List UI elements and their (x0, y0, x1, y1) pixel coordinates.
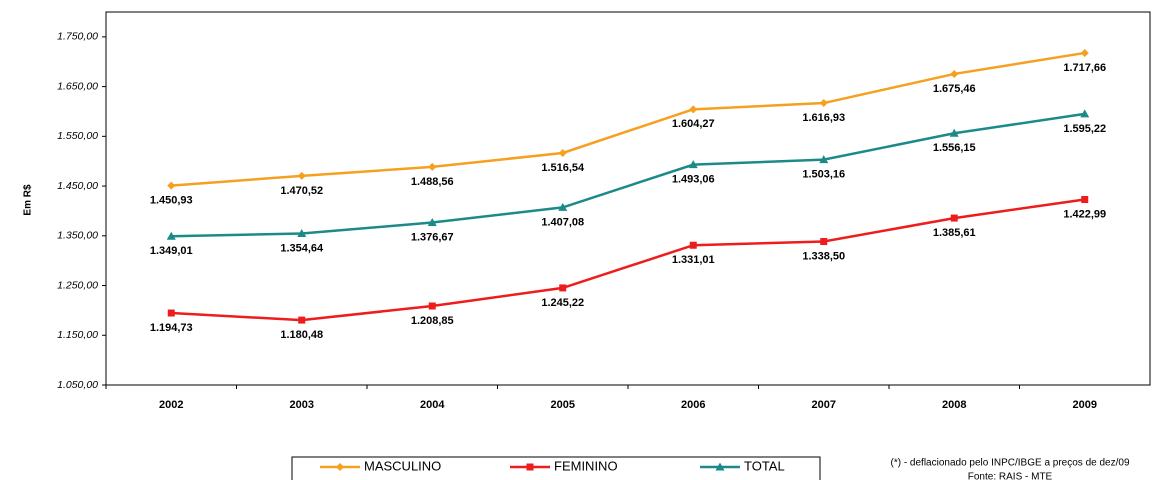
legend-marker (336, 463, 344, 471)
data-point (559, 284, 567, 292)
value-label: 1.470,52 (280, 185, 323, 197)
x-tick-label: 2009 (1073, 399, 1097, 411)
x-tick-label: 2008 (942, 399, 966, 411)
x-tick-label: 2003 (290, 399, 314, 411)
data-point (297, 228, 307, 237)
series-line (171, 112, 1085, 238)
data-point (1080, 109, 1090, 118)
y-axis-label: Em R$ (23, 184, 34, 216)
data-point (950, 214, 958, 222)
series-line (171, 198, 1085, 322)
legend-marker (526, 463, 534, 471)
value-label: 1.194,73 (150, 322, 193, 334)
y-tick-label: 1.650,00 (57, 80, 98, 92)
value-label: 1.407,08 (541, 216, 584, 228)
legend-label: FEMININO (554, 458, 618, 473)
data-point (166, 231, 176, 240)
x-tick-label: 2005 (551, 399, 575, 411)
value-label: 1.354,64 (280, 242, 324, 254)
data-point (428, 302, 436, 310)
value-label: 1.338,50 (802, 250, 845, 262)
legend-label: TOTAL (744, 458, 785, 473)
value-label: 1.422,99 (1063, 208, 1106, 220)
y-tick-label: 1.150,00 (57, 329, 98, 341)
y-tick-label: 1.350,00 (57, 230, 98, 242)
value-label: 1.349,01 (150, 245, 193, 257)
data-point (1081, 195, 1089, 203)
value-label: 1.376,67 (411, 231, 454, 243)
value-label: 1.616,93 (802, 112, 845, 124)
value-label: 1.595,22 (1063, 123, 1106, 135)
y-tick-label: 1.050,00 (57, 379, 98, 391)
value-label: 1.488,56 (411, 176, 454, 188)
value-label: 1.180,48 (280, 329, 323, 341)
data-point (689, 105, 698, 114)
x-tick-label: 2006 (681, 399, 705, 411)
value-label: 1.717,66 (1063, 62, 1106, 74)
y-tick-label: 1.450,00 (57, 180, 98, 192)
value-label: 1.503,16 (802, 169, 845, 181)
y-tick-label: 1.750,00 (57, 31, 98, 43)
data-point (949, 128, 959, 137)
data-point (298, 316, 306, 324)
data-point (1080, 48, 1089, 57)
series-line (171, 51, 1085, 187)
data-point (428, 162, 437, 171)
x-tick-label: 2004 (420, 399, 445, 411)
y-tick-label: 1.250,00 (57, 279, 98, 291)
footnote: (*) - deflacionado pelo INPC/IBGE a preç… (890, 458, 1129, 469)
data-point (689, 241, 697, 249)
data-point (688, 160, 698, 169)
value-label: 1.675,46 (933, 83, 976, 95)
value-label: 1.516,54 (541, 162, 585, 174)
value-label: 1.604,27 (672, 118, 715, 130)
data-point (427, 218, 437, 227)
x-tick-label: 2007 (812, 399, 836, 411)
value-label: 1.385,61 (933, 227, 976, 239)
footnote: Fonte: RAIS - MTE (968, 472, 1053, 480)
data-point (297, 171, 306, 180)
data-point (819, 99, 828, 108)
value-label: 1.556,15 (933, 142, 976, 154)
data-point (819, 155, 829, 164)
legend-marker (715, 462, 725, 471)
value-label: 1.245,22 (541, 297, 584, 309)
data-point (950, 69, 959, 78)
data-point (558, 202, 568, 211)
value-label: 1.493,06 (672, 174, 715, 186)
data-point (820, 238, 828, 246)
data-point (558, 148, 567, 157)
y-tick-label: 1.550,00 (57, 130, 98, 142)
value-label: 1.208,85 (411, 315, 454, 327)
legend-box (291, 456, 821, 480)
value-label: 1.450,93 (150, 195, 193, 207)
data-point (167, 309, 175, 317)
legend-label: MASCULINO (364, 458, 441, 473)
data-point (167, 181, 176, 190)
value-label: 1.331,01 (672, 254, 715, 266)
x-tick-label: 2002 (159, 399, 183, 411)
